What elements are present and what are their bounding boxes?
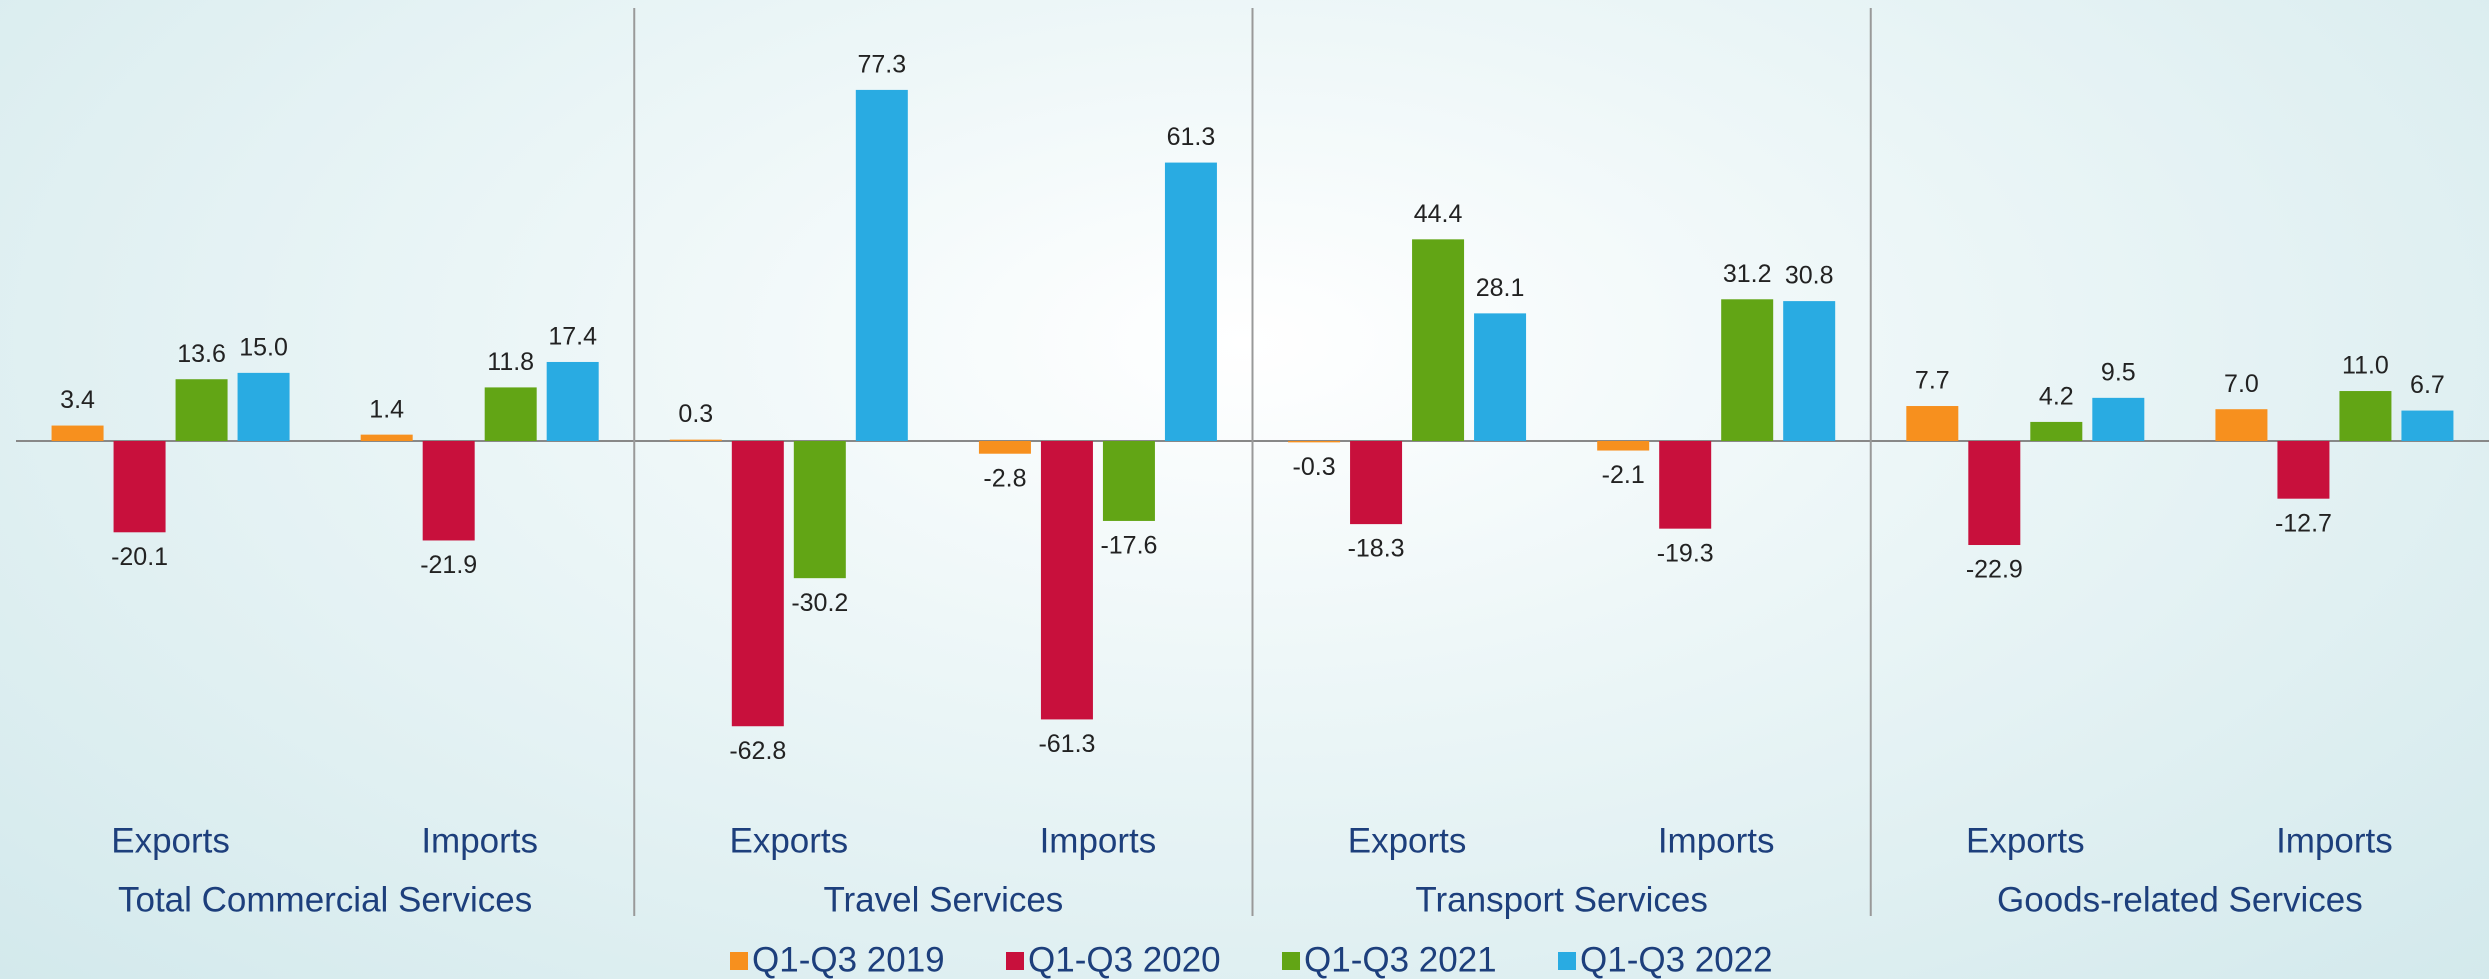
- value-label: -22.9: [1966, 556, 2023, 584]
- value-label: 61.3: [1167, 123, 1216, 151]
- bar: [855, 89, 908, 441]
- value-label: 30.8: [1785, 262, 1834, 290]
- x-tick-label: Imports: [1040, 821, 1157, 860]
- legend-swatch: [1558, 952, 1576, 970]
- value-label: 1.4: [369, 395, 404, 423]
- group-label: Total Commercial Services: [118, 880, 532, 919]
- legend-label: Q1-Q3 2022: [1580, 940, 1773, 979]
- x-tick-label: Exports: [729, 821, 848, 860]
- value-label: 4.2: [2039, 383, 2074, 411]
- bar: [1350, 441, 1403, 525]
- value-label: 31.2: [1723, 260, 1772, 288]
- bar: [1102, 441, 1155, 521]
- value-label: -20.1: [111, 543, 168, 571]
- value-label: 0.3: [678, 400, 713, 428]
- value-label: -19.3: [1657, 539, 1714, 567]
- legend-label: Q1-Q3 2020: [1028, 940, 1221, 979]
- bar: [51, 425, 104, 441]
- x-tick-label: Imports: [421, 821, 538, 860]
- value-label: -0.3: [1293, 453, 1336, 481]
- bar: [1968, 441, 2021, 546]
- value-label: -2.8: [983, 464, 1026, 492]
- legend-swatch: [1006, 952, 1024, 970]
- value-label: -2.1: [1602, 461, 1645, 489]
- value-label: 11.0: [2342, 352, 2389, 380]
- legend-label: Q1-Q3 2019: [752, 940, 945, 979]
- x-tick-label: Imports: [1658, 821, 1775, 860]
- bar: [1474, 313, 1527, 441]
- bar: [1412, 239, 1465, 441]
- value-label: 7.7: [1915, 367, 1950, 395]
- bar: [1597, 441, 1650, 451]
- bar: [175, 379, 228, 441]
- bar: [1164, 162, 1217, 441]
- bar: [2092, 397, 2145, 441]
- value-label: 9.5: [2101, 358, 2136, 386]
- group-label: Goods-related Services: [1997, 880, 2363, 919]
- bar: [2401, 410, 2454, 441]
- legend-swatch: [1282, 952, 1300, 970]
- value-label: -62.8: [729, 737, 786, 765]
- bar: [546, 361, 599, 441]
- bar: [422, 441, 475, 541]
- value-label: -17.6: [1100, 532, 1157, 560]
- bar: [2339, 391, 2392, 441]
- value-label: 11.8: [487, 348, 534, 376]
- bar: [360, 434, 413, 441]
- value-label: 77.3: [857, 51, 906, 79]
- x-tick-label: Exports: [1966, 821, 2085, 860]
- x-tick-label: Exports: [1348, 821, 1467, 860]
- legend-label: Q1-Q3 2021: [1304, 940, 1497, 979]
- bar: [2215, 409, 2268, 441]
- value-label: 17.4: [548, 323, 597, 351]
- value-label: 7.0: [2224, 370, 2259, 398]
- bar: [1906, 406, 1959, 441]
- bar: [237, 372, 290, 441]
- x-tick-label: Exports: [111, 821, 230, 860]
- value-label: 15.0: [239, 333, 288, 361]
- bar: [669, 439, 722, 441]
- bar: [2030, 421, 2083, 441]
- value-label: -30.2: [791, 589, 848, 617]
- bar: [1288, 441, 1341, 443]
- bar: [1040, 441, 1093, 720]
- value-label: 13.6: [177, 340, 226, 368]
- bar: [113, 441, 166, 533]
- value-label: -21.9: [420, 551, 477, 579]
- bar: [793, 441, 846, 579]
- legend-swatch: [730, 952, 748, 970]
- bar: [484, 387, 537, 441]
- bar: [1659, 441, 1712, 529]
- bar: [1721, 299, 1774, 441]
- bar: [731, 441, 784, 727]
- x-tick-label: Imports: [2276, 821, 2393, 860]
- bar: [1783, 301, 1836, 441]
- group-label: Travel Services: [823, 880, 1063, 919]
- value-label: -12.7: [2275, 509, 2332, 537]
- value-label: -18.3: [1348, 535, 1405, 563]
- group-label: Transport Services: [1415, 880, 1707, 919]
- bar: [2277, 441, 2330, 499]
- value-label: 44.4: [1414, 200, 1463, 228]
- value-label: -61.3: [1038, 730, 1095, 758]
- bar: [978, 441, 1031, 454]
- value-label: 3.4: [60, 386, 95, 414]
- value-label: 28.1: [1476, 274, 1525, 302]
- value-label: 6.7: [2410, 371, 2445, 399]
